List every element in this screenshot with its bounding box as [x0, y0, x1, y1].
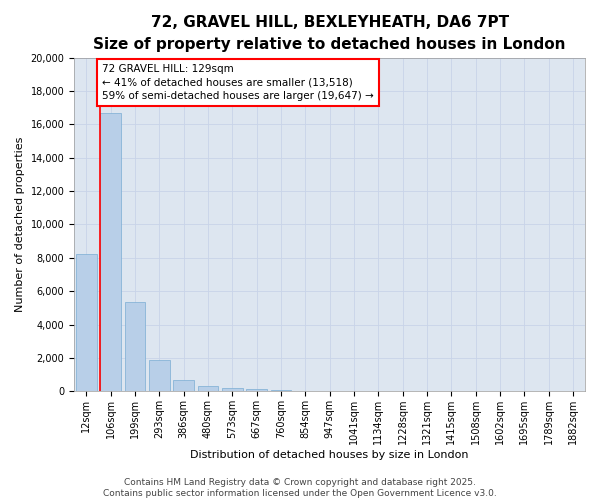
- X-axis label: Distribution of detached houses by size in London: Distribution of detached houses by size …: [190, 450, 469, 460]
- Text: 72 GRAVEL HILL: 129sqm
← 41% of detached houses are smaller (13,518)
59% of semi: 72 GRAVEL HILL: 129sqm ← 41% of detached…: [102, 64, 374, 100]
- Bar: [100, 112, 121, 392]
- Bar: [125, 302, 145, 392]
- Y-axis label: Number of detached properties: Number of detached properties: [15, 136, 25, 312]
- Title: 72, GRAVEL HILL, BEXLEYHEATH, DA6 7PT
Size of property relative to detached hous: 72, GRAVEL HILL, BEXLEYHEATH, DA6 7PT Si…: [94, 15, 566, 52]
- Bar: [246, 390, 267, 392]
- Bar: [173, 380, 194, 392]
- Bar: [222, 388, 242, 392]
- Bar: [149, 360, 170, 392]
- Text: Contains HM Land Registry data © Crown copyright and database right 2025.
Contai: Contains HM Land Registry data © Crown c…: [103, 478, 497, 498]
- Bar: [197, 386, 218, 392]
- Bar: [76, 254, 97, 392]
- Bar: [271, 390, 291, 392]
